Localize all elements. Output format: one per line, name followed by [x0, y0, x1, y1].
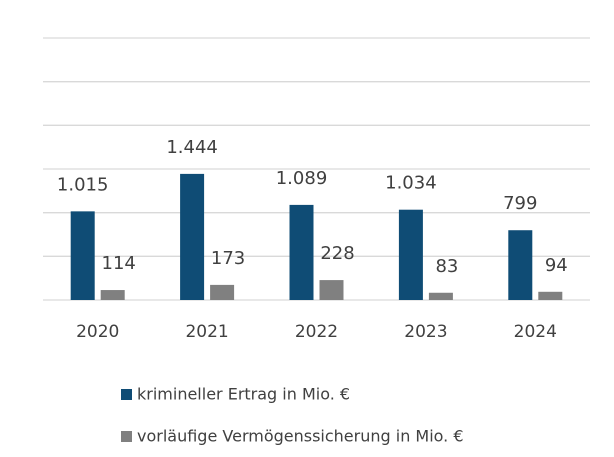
bar — [70, 211, 95, 300]
x-tick-label: 2021 — [185, 322, 228, 342]
x-tick-label: 2024 — [514, 322, 557, 342]
bar — [289, 204, 314, 300]
bar — [508, 230, 533, 300]
data-label: 83 — [435, 256, 458, 277]
x-tick-label: 2022 — [295, 322, 338, 342]
data-label: 228 — [320, 243, 354, 264]
data-label: 1.444 — [166, 137, 218, 158]
bar — [538, 291, 563, 300]
legend-label: krimineller Ertrag in Mio. € — [137, 385, 350, 404]
data-label: 1.089 — [276, 168, 328, 189]
bar — [319, 280, 344, 300]
data-label: 799 — [503, 193, 537, 214]
x-tick-label: 2023 — [404, 322, 447, 342]
bar — [100, 290, 125, 300]
data-label: 1.015 — [57, 174, 109, 195]
x-tick-label: 2020 — [76, 322, 119, 342]
bar — [180, 173, 205, 300]
data-label: 94 — [545, 255, 568, 276]
legend-label: vorläufige Vermögenssicherung in Mio. € — [137, 427, 464, 446]
legend-swatch — [121, 389, 132, 400]
bar — [428, 292, 453, 300]
data-label: 114 — [102, 253, 136, 274]
bar — [210, 284, 235, 300]
legend-swatch — [121, 431, 132, 442]
bar — [398, 209, 423, 300]
data-label: 173 — [211, 248, 245, 269]
data-label: 1.034 — [385, 173, 437, 194]
